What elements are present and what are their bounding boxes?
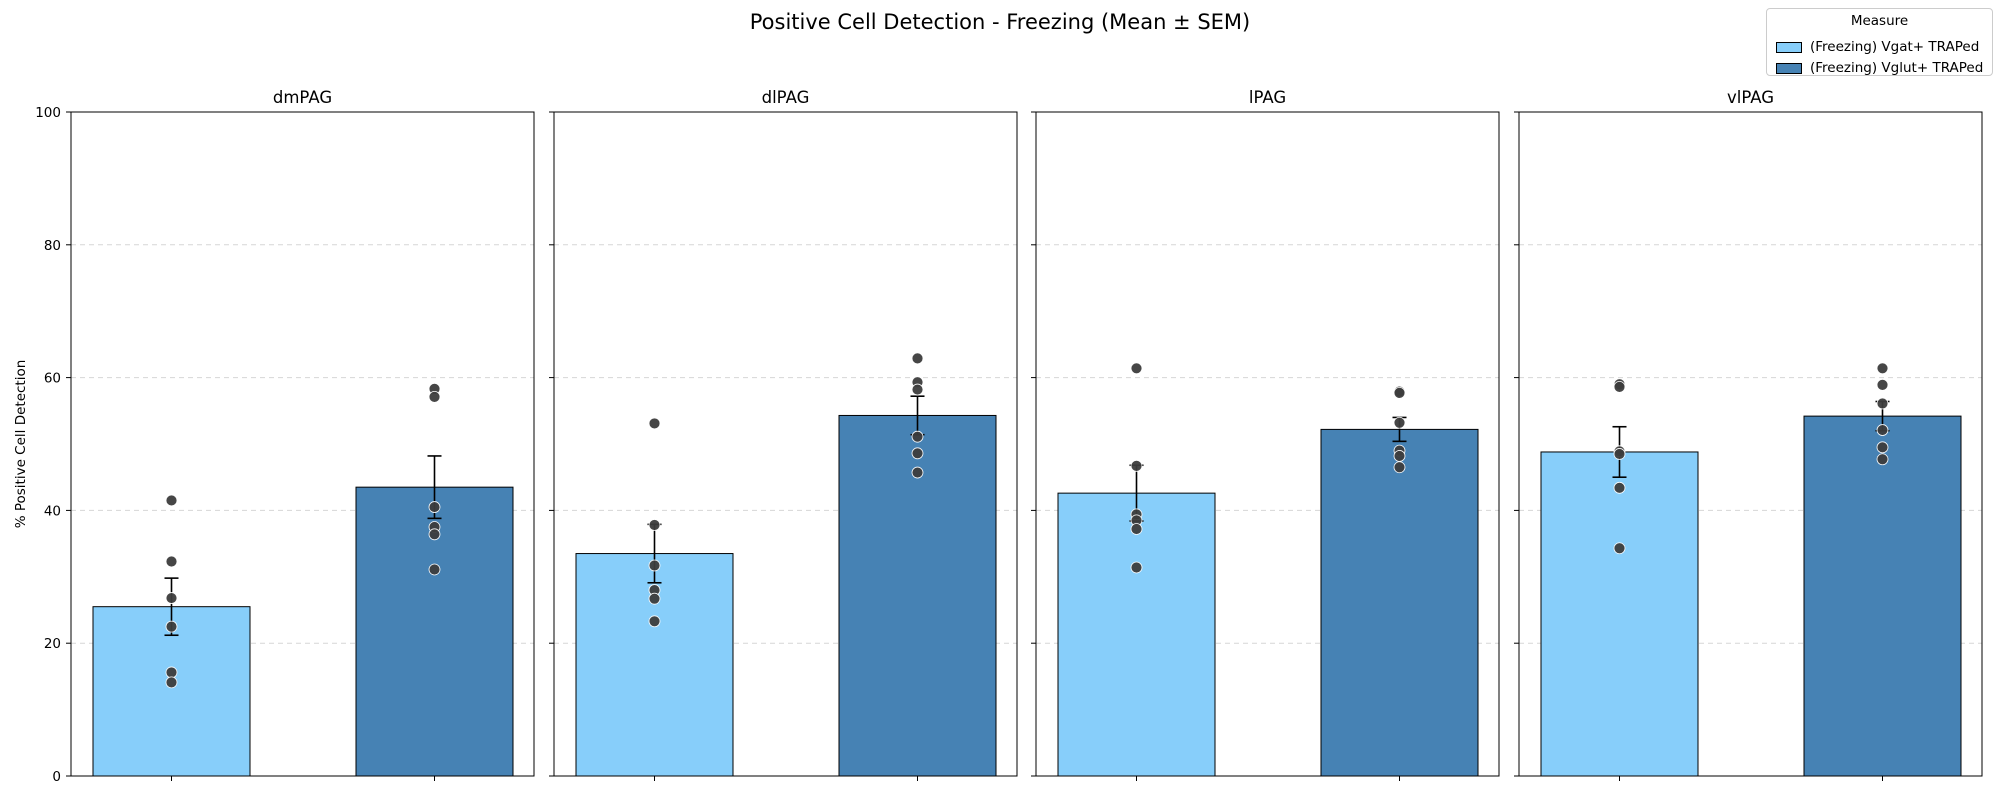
data-point <box>1393 386 1406 399</box>
legend-title: Measure <box>1850 13 1909 29</box>
data-point <box>1393 461 1406 474</box>
data-point <box>1613 542 1626 555</box>
y-tick-label: 60 <box>44 371 61 387</box>
bar-vlPAG-1 <box>1540 451 1699 777</box>
data-point <box>1393 450 1406 462</box>
data-point <box>911 466 924 479</box>
y-tick-label: 80 <box>44 238 61 254</box>
legend-swatch-vgat <box>1776 41 1802 53</box>
y-tick-label: 100 <box>35 105 61 121</box>
data-point <box>1876 379 1889 391</box>
data-point <box>1876 397 1889 410</box>
y-tick-label: 0 <box>52 769 61 785</box>
data-point <box>165 494 178 507</box>
y-tick-label: 40 <box>44 503 61 519</box>
data-point <box>1876 453 1889 466</box>
y-axis-label: % Positive Cell Detection <box>13 360 29 529</box>
axes-frame <box>1518 111 1983 777</box>
legend-item-vglut: (Freezing) Vglut+ TRAPed <box>1776 60 1983 76</box>
panel-lPAG: lPAG <box>1031 88 1500 781</box>
data-point <box>428 501 441 513</box>
data-point <box>1613 380 1626 393</box>
panel-dlPAG: dlPAG <box>549 88 1018 781</box>
data-point <box>648 519 661 531</box>
data-point <box>1130 561 1143 574</box>
panel-title: vlPAG <box>1727 88 1774 107</box>
bar-vlPAG-2 <box>1803 415 1962 777</box>
data-point <box>1876 424 1889 436</box>
data-point <box>165 592 178 604</box>
data-point <box>648 417 661 430</box>
legend-label-vglut: (Freezing) Vglut+ TRAPed <box>1810 60 1984 76</box>
data-point <box>648 592 661 605</box>
data-point <box>1613 448 1626 460</box>
panel-dmPAG: 0 20 40 60 80 100 dmPAG <box>35 88 535 785</box>
data-point <box>1130 523 1143 535</box>
legend-item-vgat: (Freezing) Vgat+ TRAPed <box>1776 39 1979 55</box>
panel-title: lPAG <box>1249 88 1286 107</box>
data-point <box>911 430 924 443</box>
axes-frame <box>553 111 1018 777</box>
panel-title: dlPAG <box>762 88 810 107</box>
data-point <box>648 615 661 628</box>
data-point <box>1613 481 1626 494</box>
data-point <box>165 666 178 679</box>
axes-frame <box>70 111 535 777</box>
data-point <box>648 559 661 572</box>
bar-lPAG-1 <box>1057 492 1216 777</box>
data-point <box>911 447 924 460</box>
data-point <box>1130 460 1143 472</box>
panel-vlPAG: vlPAG <box>1514 88 1983 781</box>
axes-frame <box>1035 111 1500 777</box>
data-point <box>428 528 441 541</box>
legend: Measure (Freezing) Vgat+ TRAPed (Freezin… <box>1766 8 1993 76</box>
legend-label-vgat: (Freezing) Vgat+ TRAPed <box>1810 39 1980 55</box>
data-point <box>165 620 178 633</box>
bar-lPAG-2 <box>1320 428 1479 777</box>
data-point <box>428 390 441 403</box>
y-tick-label: 20 <box>44 636 61 652</box>
chart-title: Positive Cell Detection - Freezing (Mean… <box>749 10 1251 34</box>
data-point <box>165 676 178 689</box>
data-point <box>428 563 441 576</box>
data-point <box>1876 441 1889 454</box>
data-point <box>165 555 178 568</box>
data-point <box>1130 362 1143 375</box>
data-point <box>1876 362 1889 375</box>
data-point <box>1393 416 1406 429</box>
legend-swatch-vglut <box>1776 62 1802 74</box>
panel-title: dmPAG <box>273 88 332 107</box>
data-point <box>911 383 924 396</box>
data-point <box>911 352 924 365</box>
